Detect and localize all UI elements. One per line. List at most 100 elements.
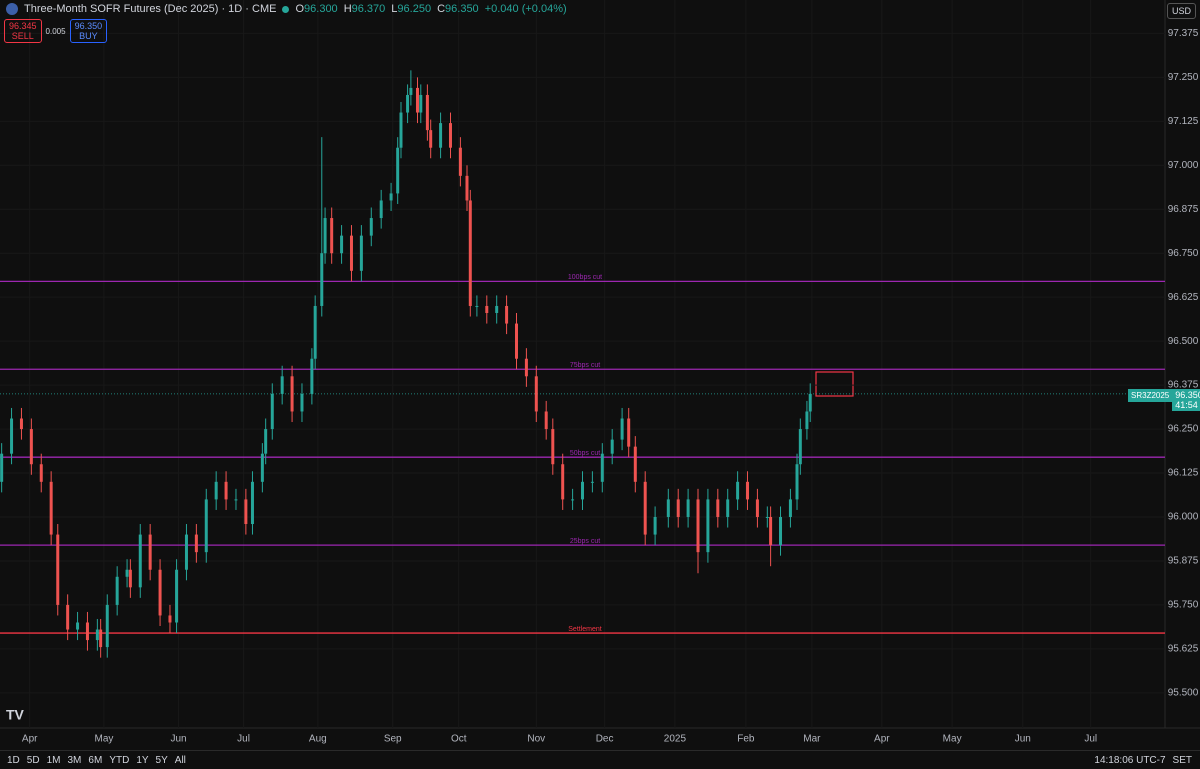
level-label: 25bps cut [570,538,600,545]
candle-body [485,305,489,314]
candle-body [389,193,393,201]
y-tick-label: 95.500 [1168,687,1199,698]
range-button[interactable]: 1M [46,755,61,766]
countdown: 41:54 [1175,400,1198,410]
level-label: 50bps cut [570,450,600,457]
candle-body [56,534,60,605]
candle-body [406,94,410,113]
last-price-tag: SR3Z2025 96.35041:54 [1128,389,1200,411]
legend-header: Three-Month SOFR Futures (Dec 2025) · 1D… [6,3,567,15]
range-button[interactable]: 5Y [155,755,168,766]
candle-body [234,499,238,501]
candle-body [396,147,400,194]
last-label: 96.350 [1175,390,1200,400]
range-button[interactable]: All [174,755,186,766]
annotation-box [815,371,854,397]
candle-body [620,418,624,440]
candle-body [0,453,4,482]
candle-body [726,499,730,517]
candle-body [369,218,373,236]
status-dot [282,5,290,13]
o-value: 96.300 [304,3,338,15]
candle-body [29,429,33,465]
range-button[interactable]: 6M [88,755,103,766]
chart: TV 97.375 97.250 97.125 97.000 96.875 96.750 9… [0,0,1200,745]
y-tick-label: 97.125 [1168,116,1199,127]
candle-body [808,393,812,412]
candle-body [524,358,528,377]
range-button[interactable]: YTD [109,755,130,766]
last-value: 96.35041:54 [1172,389,1200,411]
x-tick-label: Mar [803,734,821,745]
candle-body [805,411,809,430]
candle-body [666,499,670,517]
buy-price: 96.350 [74,21,103,31]
candle-body [643,481,647,535]
sell-button[interactable]: 96.345 SELL [4,19,42,43]
candle-body [788,499,792,517]
candle-body [429,130,433,148]
sell-price: 96.345 [9,21,37,31]
candle-body [716,499,720,517]
candle-body [551,429,555,465]
candle-body [686,499,690,517]
candle-body [95,629,99,641]
candle-body [39,464,43,482]
x-tick-label: Oct [451,734,467,745]
x-tick-label: Dec [596,734,614,745]
ohlc-low: L96.250 [391,3,431,15]
candle-body [10,418,14,454]
candle-body [765,516,769,518]
candle-body [409,87,413,95]
y-tick-label: 95.750 [1168,600,1199,611]
range-button[interactable]: 5D [26,755,40,766]
candle-body [653,516,657,535]
level-label: 75bps cut [570,362,600,369]
candle-body [214,481,218,500]
x-tick-label: Nov [527,734,545,745]
candle-body [458,147,462,176]
candle-body [746,481,750,500]
candle-body [66,604,70,630]
l-label: L [391,3,398,15]
candle-body [313,305,317,359]
x-tick-label: May [943,734,962,745]
candle-body [194,534,198,553]
range-button[interactable]: 1Y [136,755,149,766]
candle-body [125,569,129,577]
bottom-toolbar: 1D 5D 1M 3M 6M YTD 1Y 5Y All 14:18:06 UTC-7 SET [0,750,1200,769]
buy-label: BUY [79,31,98,41]
candle-body [399,112,403,148]
candle-body [534,376,538,412]
candle-body [769,516,773,546]
candle-body [105,604,109,648]
candle-body [590,481,594,483]
logo: TV [6,707,25,723]
sell-label: SELL [11,31,34,41]
candle-body [250,481,254,525]
session-button[interactable]: SET [1172,755,1192,766]
c-label: C [437,3,446,15]
x-tick-label: Jun [1015,734,1031,745]
ohlc-high: H96.370 [344,3,386,15]
candle-body [798,429,802,465]
y-tick-label: 97.250 [1168,72,1199,83]
candle-body [627,418,631,447]
candle-body [128,569,132,588]
y-tick-label: 96.250 [1168,424,1199,435]
x-tick-label: Apr [874,734,890,745]
candle-body [755,499,759,517]
symbol-title[interactable]: Three-Month SOFR Futures (Dec 2025) · 1D… [24,3,277,15]
candle-body [148,534,152,570]
y-tick-label: 96.125 [1168,468,1199,479]
x-tick-label: May [95,734,114,745]
candle-body [323,218,327,254]
currency-button[interactable]: USD [1167,3,1197,19]
y-tick-label: 96.750 [1168,248,1199,259]
buy-button[interactable]: 96.350 BUY [69,19,108,43]
change: +0.040 (+0.04%) [484,3,567,15]
candle-body [633,446,637,482]
range-button[interactable]: 1D [7,755,20,766]
range-button[interactable]: 3M [67,755,82,766]
